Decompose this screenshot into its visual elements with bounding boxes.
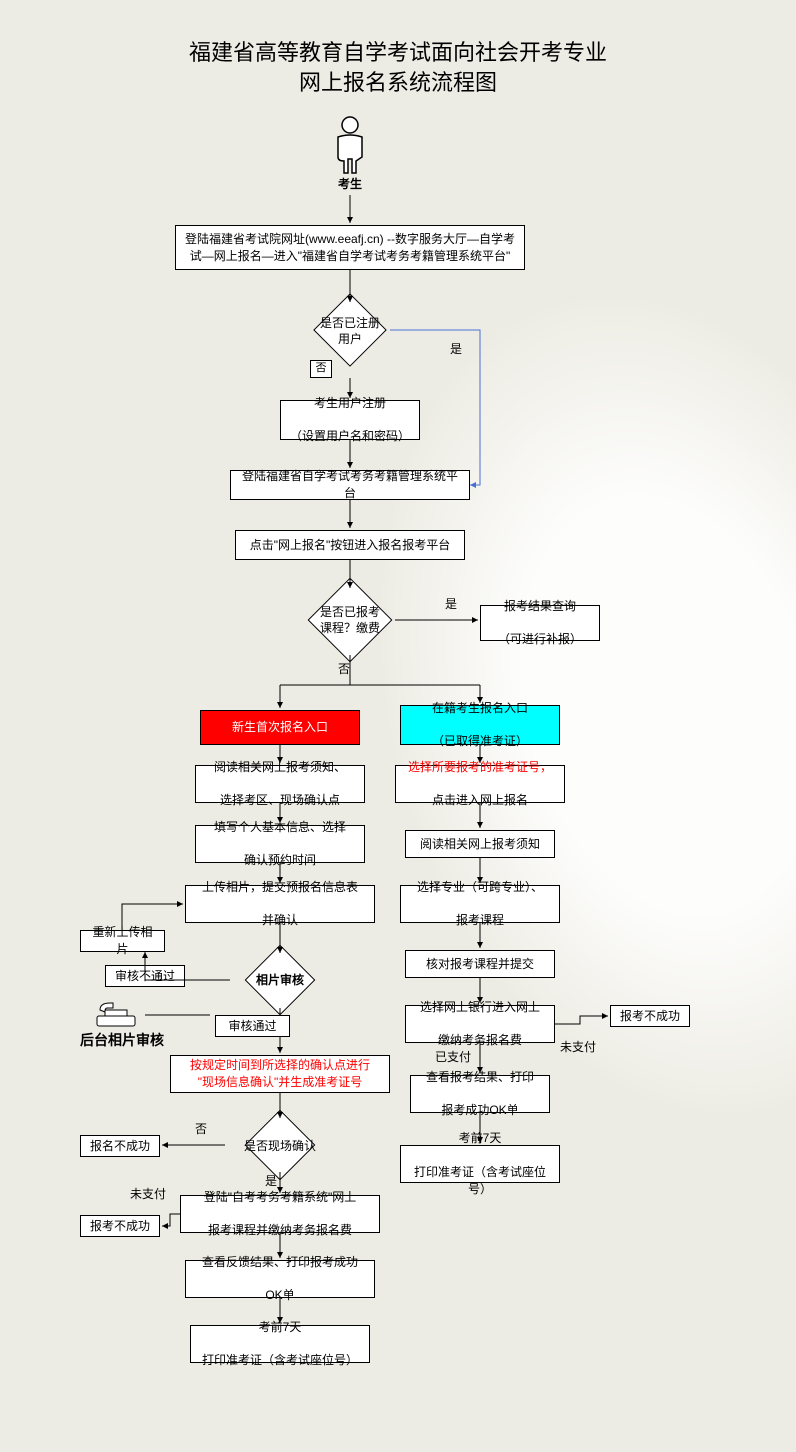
label-no-1: 否	[310, 360, 332, 378]
step-r-select: 选择所要报考的准考证号，点击进入网上报名	[395, 765, 565, 803]
decision-photo-review: 相片审核	[225, 950, 335, 1010]
title-line-2: 网上报名系统流程图	[0, 65, 796, 97]
label-yes-1: 是	[450, 340, 462, 357]
step-new-entry: 新生首次报名入口	[200, 710, 360, 745]
step-r-view: 查看报考结果、打印报考成功OK单	[410, 1075, 550, 1113]
label-unpaid-r: 未支付	[560, 1038, 596, 1055]
title-line-1: 福建省高等教育自学考试面向社会开考专业	[0, 35, 796, 67]
step-register-user: 考生用户注册（设置用户名和密码）	[280, 400, 420, 440]
decision-registered: 是否已注册用户	[310, 300, 390, 360]
step-apply-fail-left: 报考不成功	[80, 1215, 160, 1237]
label-unpaid: 未支付	[130, 1185, 166, 1202]
step-r-pay: 选择网上银行进入网上缴纳考务报名费	[405, 1005, 555, 1043]
actor-label: 考生	[325, 175, 375, 192]
step-print-ticket-left: 考前7天打印准考证（含考试座位号）	[190, 1325, 370, 1363]
step-r-read: 阅读相关网上报考须知	[405, 830, 555, 858]
label-no-3: 否	[195, 1120, 207, 1137]
step-r-print: 考前7天打印准考证（含考试座位号）	[400, 1145, 560, 1183]
decision-applied: 是否已报考课程？缴费	[305, 585, 395, 655]
step-login-website: 登陆福建省考试院网址(www.eeafj.cn) --数字服务大厅—自学考试—网…	[175, 225, 525, 270]
phone-icon	[95, 998, 140, 1033]
step-r-apply-fail: 报考不成功	[610, 1005, 690, 1027]
step-signup-fail: 报名不成功	[80, 1135, 160, 1157]
label-yes-3: 是	[265, 1172, 277, 1189]
step-upload-photo: 上传相片，提交预报名信息表并确认	[185, 885, 375, 923]
label-paid: 已支付	[435, 1048, 471, 1065]
step-pay: 登陆"自考考务考籍系统"网上报考课程并缴纳考务报名费	[180, 1195, 380, 1233]
step-reupload: 重新上传相片	[80, 930, 165, 952]
actor-candidate: 考生	[325, 115, 375, 192]
label-backend-review: 后台相片审核	[80, 1030, 164, 1050]
step-fill-info: 填写个人基本信息、选择确认预约时间	[195, 825, 365, 863]
step-click-signup: 点击"网上报名"按钮进入报名报考平台	[235, 530, 465, 560]
label-no-2: 否	[338, 660, 350, 677]
label-review-fail: 审核不通过	[105, 965, 185, 987]
decision-onsite: 是否现场确认	[222, 1115, 338, 1175]
step-read-notice: 阅读相关网上报考须知、选择考区、现场确认点	[195, 765, 365, 803]
step-view-result: 查看反馈结果、打印报考成功OK单	[185, 1260, 375, 1298]
step-onsite-confirm: 按规定时间到所选择的确认点进行"现场信息确认"并生成准考证号	[170, 1055, 390, 1093]
step-r-verify: 核对报考课程并提交	[405, 950, 555, 978]
step-query-result: 报考结果查询（可进行补报）	[480, 605, 600, 641]
step-exist-entry: 在籍考生报名入口（已取得准考证）	[400, 705, 560, 745]
step-login-platform: 登陆福建省自学考试考务考籍管理系统平台	[230, 470, 470, 500]
step-r-major: 选择专业（可跨专业）、报考课程	[400, 885, 560, 923]
label-yes-2: 是	[445, 595, 457, 612]
label-review-pass: 审核通过	[215, 1015, 290, 1037]
